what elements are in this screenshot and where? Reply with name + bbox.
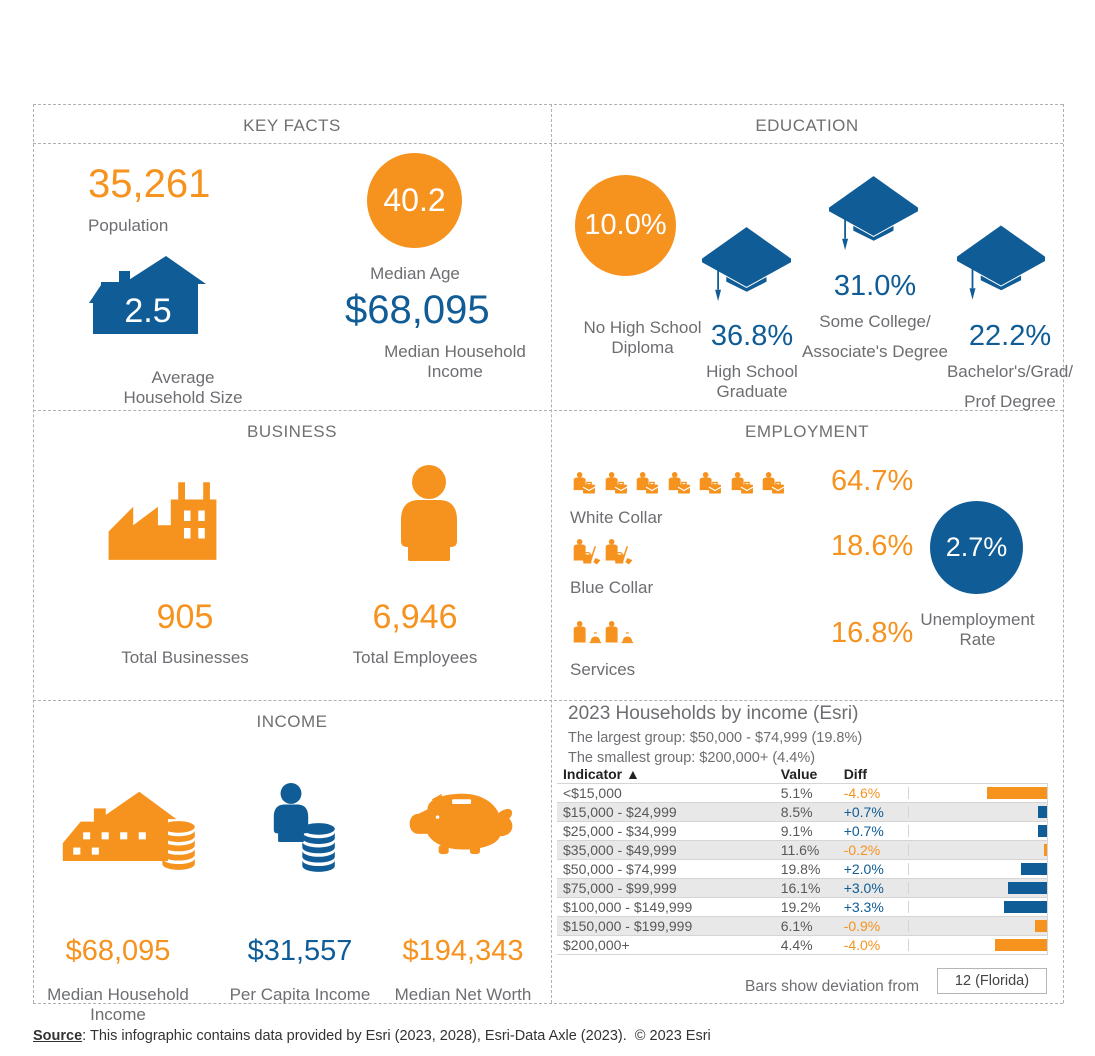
svg-text:2.5: 2.5: [124, 292, 171, 330]
